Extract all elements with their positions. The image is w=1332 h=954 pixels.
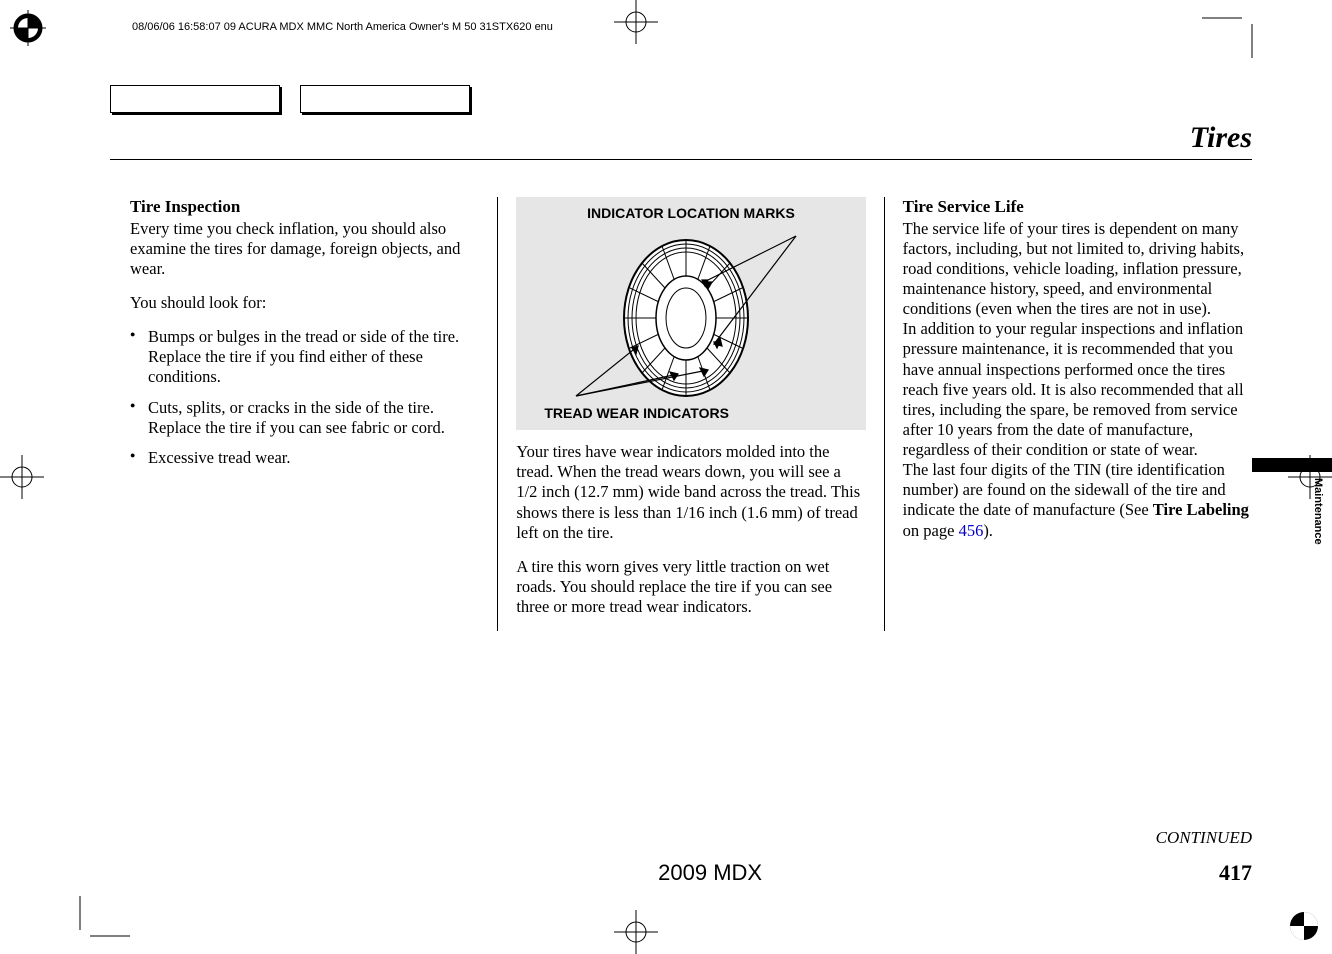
tire-service-life-heading: Tire Service Life bbox=[903, 197, 1252, 218]
col2-para2: A tire this worn gives very little tract… bbox=[516, 557, 865, 617]
crop-mark-bl bbox=[70, 896, 130, 944]
col3-para3: The last four digits of the TIN (tire id… bbox=[903, 460, 1252, 541]
registration-target-tl bbox=[10, 10, 46, 46]
crosshair-bottom bbox=[614, 910, 658, 954]
bullet-item: Bumps or bulges in the tread or side of … bbox=[130, 327, 479, 387]
field-boxes bbox=[110, 85, 470, 113]
field-box-1 bbox=[110, 85, 280, 113]
page-link-456[interactable]: 456 bbox=[959, 521, 984, 540]
columns: Tire Inspection Every time you check inf… bbox=[130, 197, 1252, 631]
tire-figure: INDICATOR LOCATION MARKS bbox=[516, 197, 865, 430]
column-1: Tire Inspection Every time you check inf… bbox=[130, 197, 498, 631]
page-title: Tires bbox=[1190, 121, 1252, 155]
tire-inspection-heading: Tire Inspection bbox=[130, 197, 479, 218]
print-header: 08/06/06 16:58:07 09 ACURA MDX MMC North… bbox=[132, 21, 553, 33]
inspection-bullets: Bumps or bulges in the tread or side of … bbox=[130, 327, 479, 468]
col1-para1: Every time you check inflation, you shou… bbox=[130, 219, 479, 279]
column-3: Tire Service Life The service life of yo… bbox=[885, 197, 1252, 631]
crosshair-top bbox=[614, 0, 658, 44]
crosshair-left bbox=[0, 455, 44, 499]
col1-para2: You should look for: bbox=[130, 293, 479, 313]
section-tab-bar bbox=[1252, 458, 1332, 472]
bullet-item: Excessive tread wear. bbox=[130, 448, 479, 468]
col3-para2: In addition to your regular inspections … bbox=[903, 319, 1252, 460]
page-content: Tires Maintenance Tire Inspection Every … bbox=[110, 85, 1252, 894]
section-tab: Maintenance bbox=[1252, 458, 1332, 558]
section-tab-label: Maintenance bbox=[1312, 478, 1324, 545]
continued-label: CONTINUED bbox=[1156, 828, 1252, 848]
field-box-2 bbox=[300, 85, 470, 113]
col3-p3-post: ). bbox=[983, 521, 993, 540]
column-2: INDICATOR LOCATION MARKS bbox=[498, 197, 884, 631]
col3-para1: The service life of your tires is depend… bbox=[903, 219, 1252, 320]
registration-target-br bbox=[1286, 908, 1322, 944]
bullet-item: Cuts, splits, or cracks in the side of t… bbox=[130, 398, 479, 438]
tire-labeling-ref: Tire Labeling bbox=[1153, 500, 1249, 519]
footer-model: 2009 MDX bbox=[658, 860, 762, 886]
tire-illustration bbox=[566, 226, 816, 401]
figure-label-bottom: TREAD WEAR INDICATORS bbox=[526, 405, 855, 422]
col2-para1: Your tires have wear indicators molded i… bbox=[516, 442, 865, 543]
page-number: 417 bbox=[1219, 860, 1252, 886]
title-rule bbox=[110, 159, 1252, 160]
figure-label-top: INDICATOR LOCATION MARKS bbox=[526, 205, 855, 222]
crop-mark-tr bbox=[1202, 10, 1262, 58]
col3-p3-mid: on page bbox=[903, 521, 959, 540]
